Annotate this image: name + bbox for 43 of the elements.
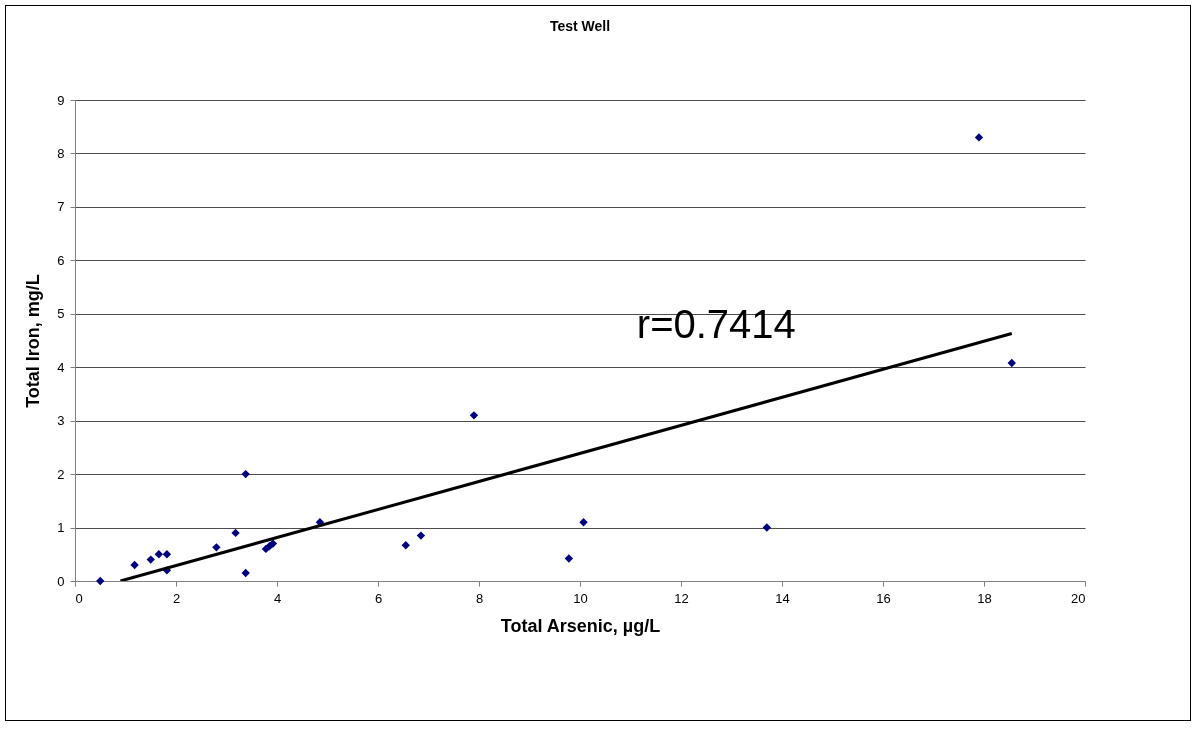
x-tick-label: 18: [977, 590, 992, 606]
y-tick-label: 1: [57, 520, 65, 536]
y-tick-label: 3: [57, 413, 65, 429]
point: [268, 539, 278, 548]
point: [469, 411, 479, 420]
y-tick-label: 6: [57, 252, 65, 268]
point: [241, 469, 250, 479]
y-tick-label: 4: [57, 359, 65, 375]
point: [579, 518, 588, 527]
point: [1007, 358, 1016, 368]
x-tick-label: 14: [775, 590, 790, 606]
point: [162, 550, 172, 559]
x-tick-label: 12: [674, 590, 689, 606]
point: [154, 550, 164, 559]
y-tick-label: 2: [57, 466, 65, 482]
point: [231, 528, 240, 538]
point: [241, 568, 250, 578]
y-tick-label: 0: [57, 573, 65, 589]
x-tick-label: 10: [573, 590, 588, 606]
x-tick-label: 16: [876, 590, 891, 606]
y-tick-label: 8: [57, 145, 65, 161]
x-tick-label: 8: [475, 590, 484, 606]
chart-title: Test Well: [549, 18, 611, 34]
point: [401, 541, 410, 550]
point: [130, 560, 139, 570]
point: [974, 133, 984, 142]
x-tick-label: 0: [75, 590, 83, 606]
point: [762, 523, 772, 532]
point: [416, 531, 426, 540]
y-tick-label: 9: [57, 92, 65, 108]
x-axis-title: Total Arsenic, µg/L: [500, 615, 661, 636]
point: [146, 555, 155, 564]
x-tick-label: 4: [273, 590, 282, 606]
y-tick-label: 5: [57, 306, 65, 322]
y-tick-label: 7: [57, 199, 65, 215]
y-axis-title: Total Iron, mg/L: [23, 274, 44, 408]
point: [212, 543, 221, 552]
x-tick-label: 20: [1071, 590, 1086, 606]
point: [564, 554, 574, 563]
x-tick-label: 2: [172, 590, 181, 606]
point: [96, 576, 105, 586]
x-tick-label: 6: [374, 590, 383, 606]
annotation: r=0.7414: [636, 302, 796, 347]
